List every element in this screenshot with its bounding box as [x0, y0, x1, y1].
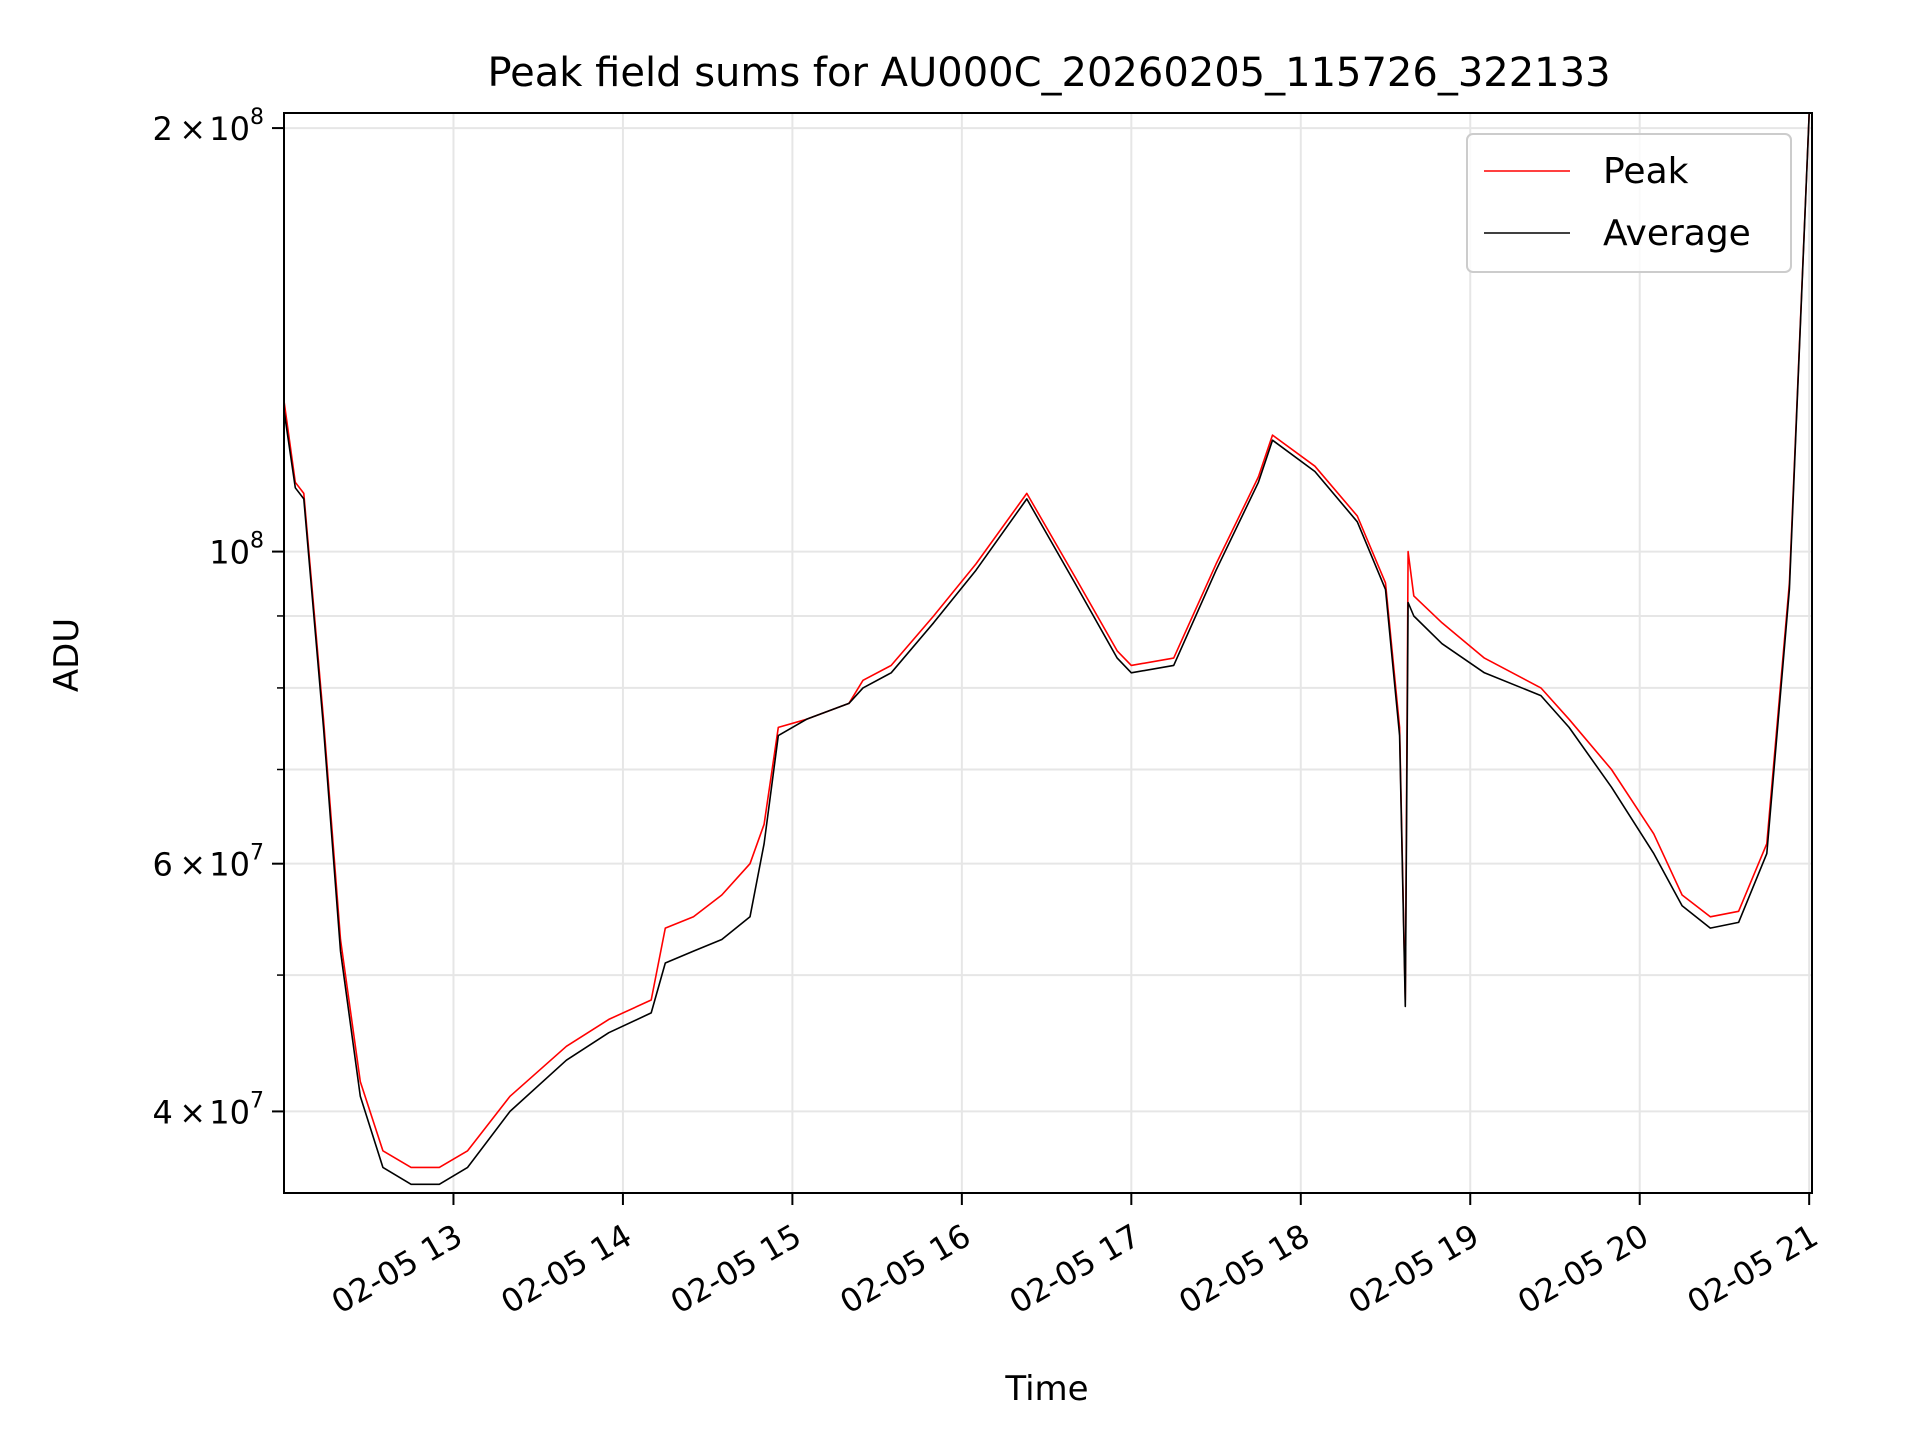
y-tick-label: 4 × 107 — [153, 1088, 264, 1131]
x-axis-label: Time — [1004, 1369, 1088, 1409]
plot-area-frame — [283, 112, 1813, 1194]
grid-lines — [284, 113, 1812, 1193]
legend-box — [1466, 133, 1792, 273]
y-axis-ticks: 4 × 107 6 × 107 108 2 × 108 — [153, 105, 284, 1131]
series-line-peak — [284, 113, 1810, 1169]
legend-peak-label: Peak — [1603, 151, 1689, 192]
y-tick-label: 2 × 108 — [153, 105, 264, 148]
series-line-average — [284, 113, 1810, 1186]
y-tick-label: 6 × 107 — [153, 841, 264, 884]
series-lines — [284, 113, 1810, 1186]
legend: Peak Average — [1466, 133, 1792, 273]
legend-average-label: Average — [1603, 213, 1751, 254]
y-axis-label: ADU — [47, 618, 87, 692]
y-tick-label: 108 — [209, 529, 264, 572]
chart-title: Peak field sums for AU000C_20260205_1157… — [487, 50, 1610, 96]
